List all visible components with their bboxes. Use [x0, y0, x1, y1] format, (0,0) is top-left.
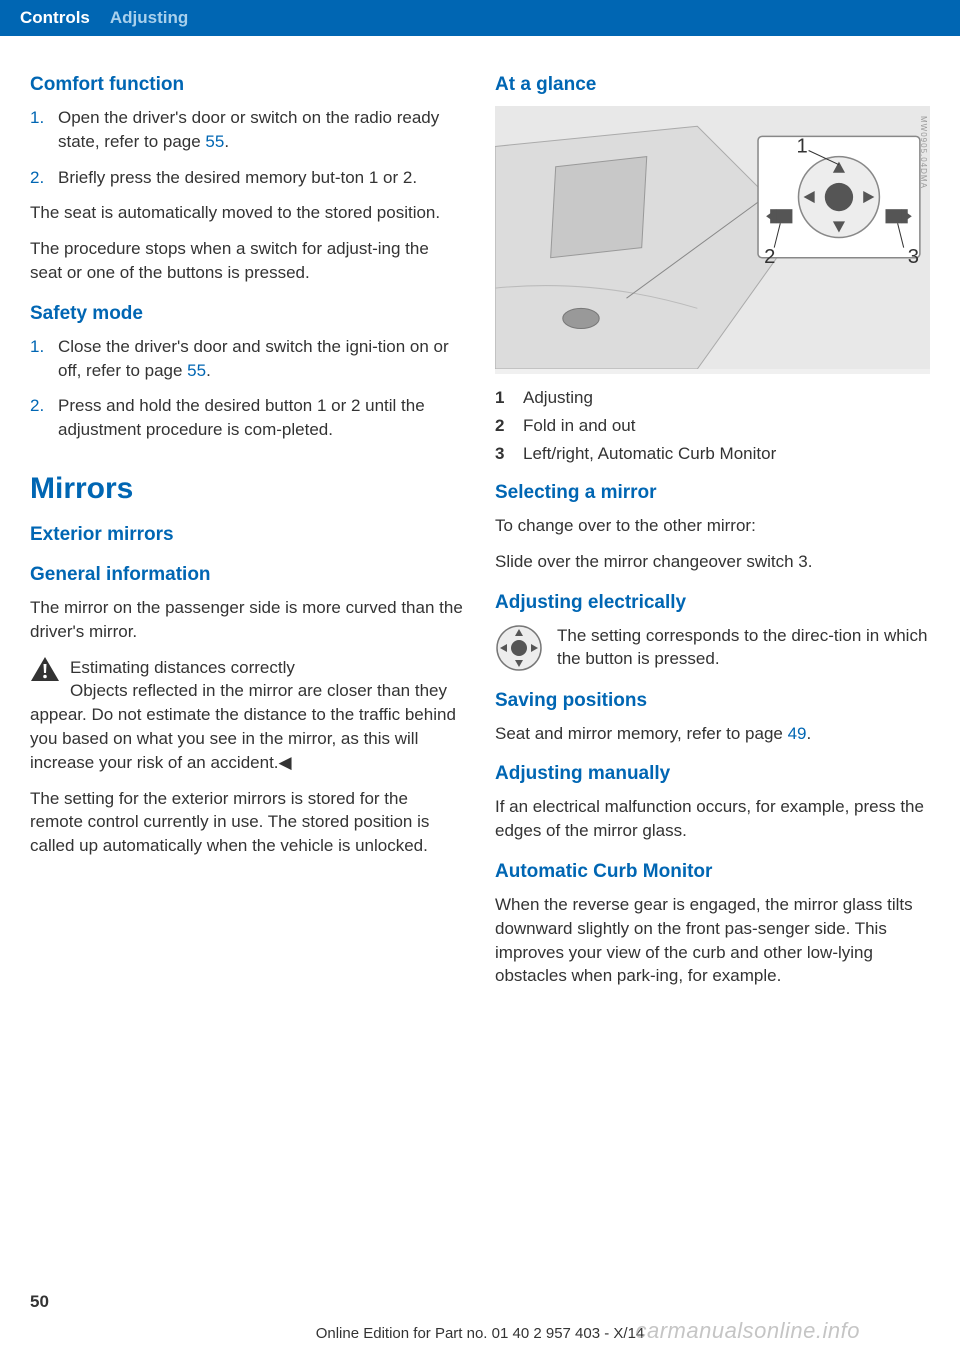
- page-link[interactable]: 49: [788, 724, 807, 743]
- comfort-function-heading: Comfort function: [30, 74, 465, 96]
- list-item: 1. Close the driver's door and switch th…: [30, 335, 465, 383]
- body-text: The setting corresponds to the direc‐tio…: [557, 624, 930, 672]
- list-number: 2.: [30, 394, 58, 442]
- warning-block: Estimating distances correctly Objects r…: [30, 656, 465, 775]
- body-text: Slide over the mirror changeover switch …: [495, 550, 930, 574]
- adjusting-manually-heading: Adjusting manually: [495, 763, 930, 785]
- warning-body: Objects reflected in the mirror are clos…: [30, 681, 456, 771]
- legend-item: 1 Adjusting: [495, 388, 930, 408]
- list-number: 2.: [30, 166, 58, 190]
- body-text: The procedure stops when a switch for ad…: [30, 237, 465, 285]
- list-item: 2. Press and hold the desired button 1 o…: [30, 394, 465, 442]
- adjusting-electrically-heading: Adjusting electrically: [495, 592, 930, 614]
- part-number: Online Edition for Part no. 01 40 2 957 …: [316, 1325, 645, 1342]
- list-number: 1.: [30, 106, 58, 154]
- at-a-glance-heading: At a glance: [495, 74, 930, 96]
- selecting-mirror-heading: Selecting a mirror: [495, 482, 930, 504]
- page-content: Comfort function 1. Open the driver's do…: [0, 36, 960, 1020]
- saving-positions-heading: Saving positions: [495, 690, 930, 712]
- body-text: Seat and mirror memory, refer to page 49…: [495, 722, 930, 746]
- breadcrumb-header: Controls Adjusting: [0, 0, 960, 36]
- list-text: Open the driver's door or switch on the …: [58, 106, 465, 154]
- legend-label: Left/right, Automatic Curb Monitor: [523, 444, 776, 464]
- icon-paragraph: The setting corresponds to the direc‐tio…: [495, 624, 930, 672]
- right-column: At a glance: [495, 56, 930, 1000]
- svg-text:2: 2: [764, 246, 775, 268]
- page-link[interactable]: 55: [187, 361, 206, 380]
- legend-number: 3: [495, 444, 523, 464]
- warning-triangle-icon: [30, 656, 60, 682]
- page-number: 50: [30, 1292, 49, 1312]
- body-text: The mirror on the passenger side is more…: [30, 596, 465, 644]
- body-text: The setting for the exterior mirrors is …: [30, 787, 465, 858]
- warning-title: Estimating distances correctly: [70, 658, 295, 677]
- image-code: MW0905.04DMA: [919, 116, 928, 189]
- automatic-curb-monitor-heading: Automatic Curb Monitor: [495, 861, 930, 883]
- mirror-control-diagram: 1 2 3 MW0905.04DMA: [495, 106, 930, 374]
- safety-mode-heading: Safety mode: [30, 303, 465, 325]
- legend-label: Adjusting: [523, 388, 593, 408]
- list-text: Briefly press the desired memory but‐ton…: [58, 166, 417, 190]
- list-item: 1. Open the driver's door or switch on t…: [30, 106, 465, 154]
- list-number: 1.: [30, 335, 58, 383]
- list-item: 2. Briefly press the desired memory but‐…: [30, 166, 465, 190]
- legend-number: 2: [495, 416, 523, 436]
- dpad-icon: [495, 624, 543, 672]
- legend-number: 1: [495, 388, 523, 408]
- list-text: Close the driver's door and switch the i…: [58, 335, 465, 383]
- warning-content: Estimating distances correctly Objects r…: [30, 656, 465, 775]
- legend-label: Fold in and out: [523, 416, 635, 436]
- legend-item: 2 Fold in and out: [495, 416, 930, 436]
- list-text: Press and hold the desired button 1 or 2…: [58, 394, 465, 442]
- general-info-heading: General information: [30, 564, 465, 586]
- legend-item: 3 Left/right, Automatic Curb Monitor: [495, 444, 930, 464]
- mirrors-heading: Mirrors: [30, 472, 465, 506]
- body-text: If an electrical malfunction occurs, for…: [495, 795, 930, 843]
- page-link[interactable]: 55: [205, 132, 224, 151]
- svg-text:1: 1: [796, 136, 807, 158]
- body-text: To change over to the other mirror:: [495, 514, 930, 538]
- watermark: carmanualsonline.info: [635, 1318, 860, 1344]
- svg-text:3: 3: [908, 246, 919, 268]
- breadcrumb-sub: Adjusting: [110, 8, 188, 28]
- body-text: When the reverse gear is engaged, the mi…: [495, 893, 930, 988]
- exterior-mirrors-heading: Exterior mirrors: [30, 524, 465, 546]
- body-text: The seat is automatically moved to the s…: [30, 201, 465, 225]
- breadcrumb-main: Controls: [20, 8, 90, 28]
- left-column: Comfort function 1. Open the driver's do…: [30, 56, 465, 1000]
